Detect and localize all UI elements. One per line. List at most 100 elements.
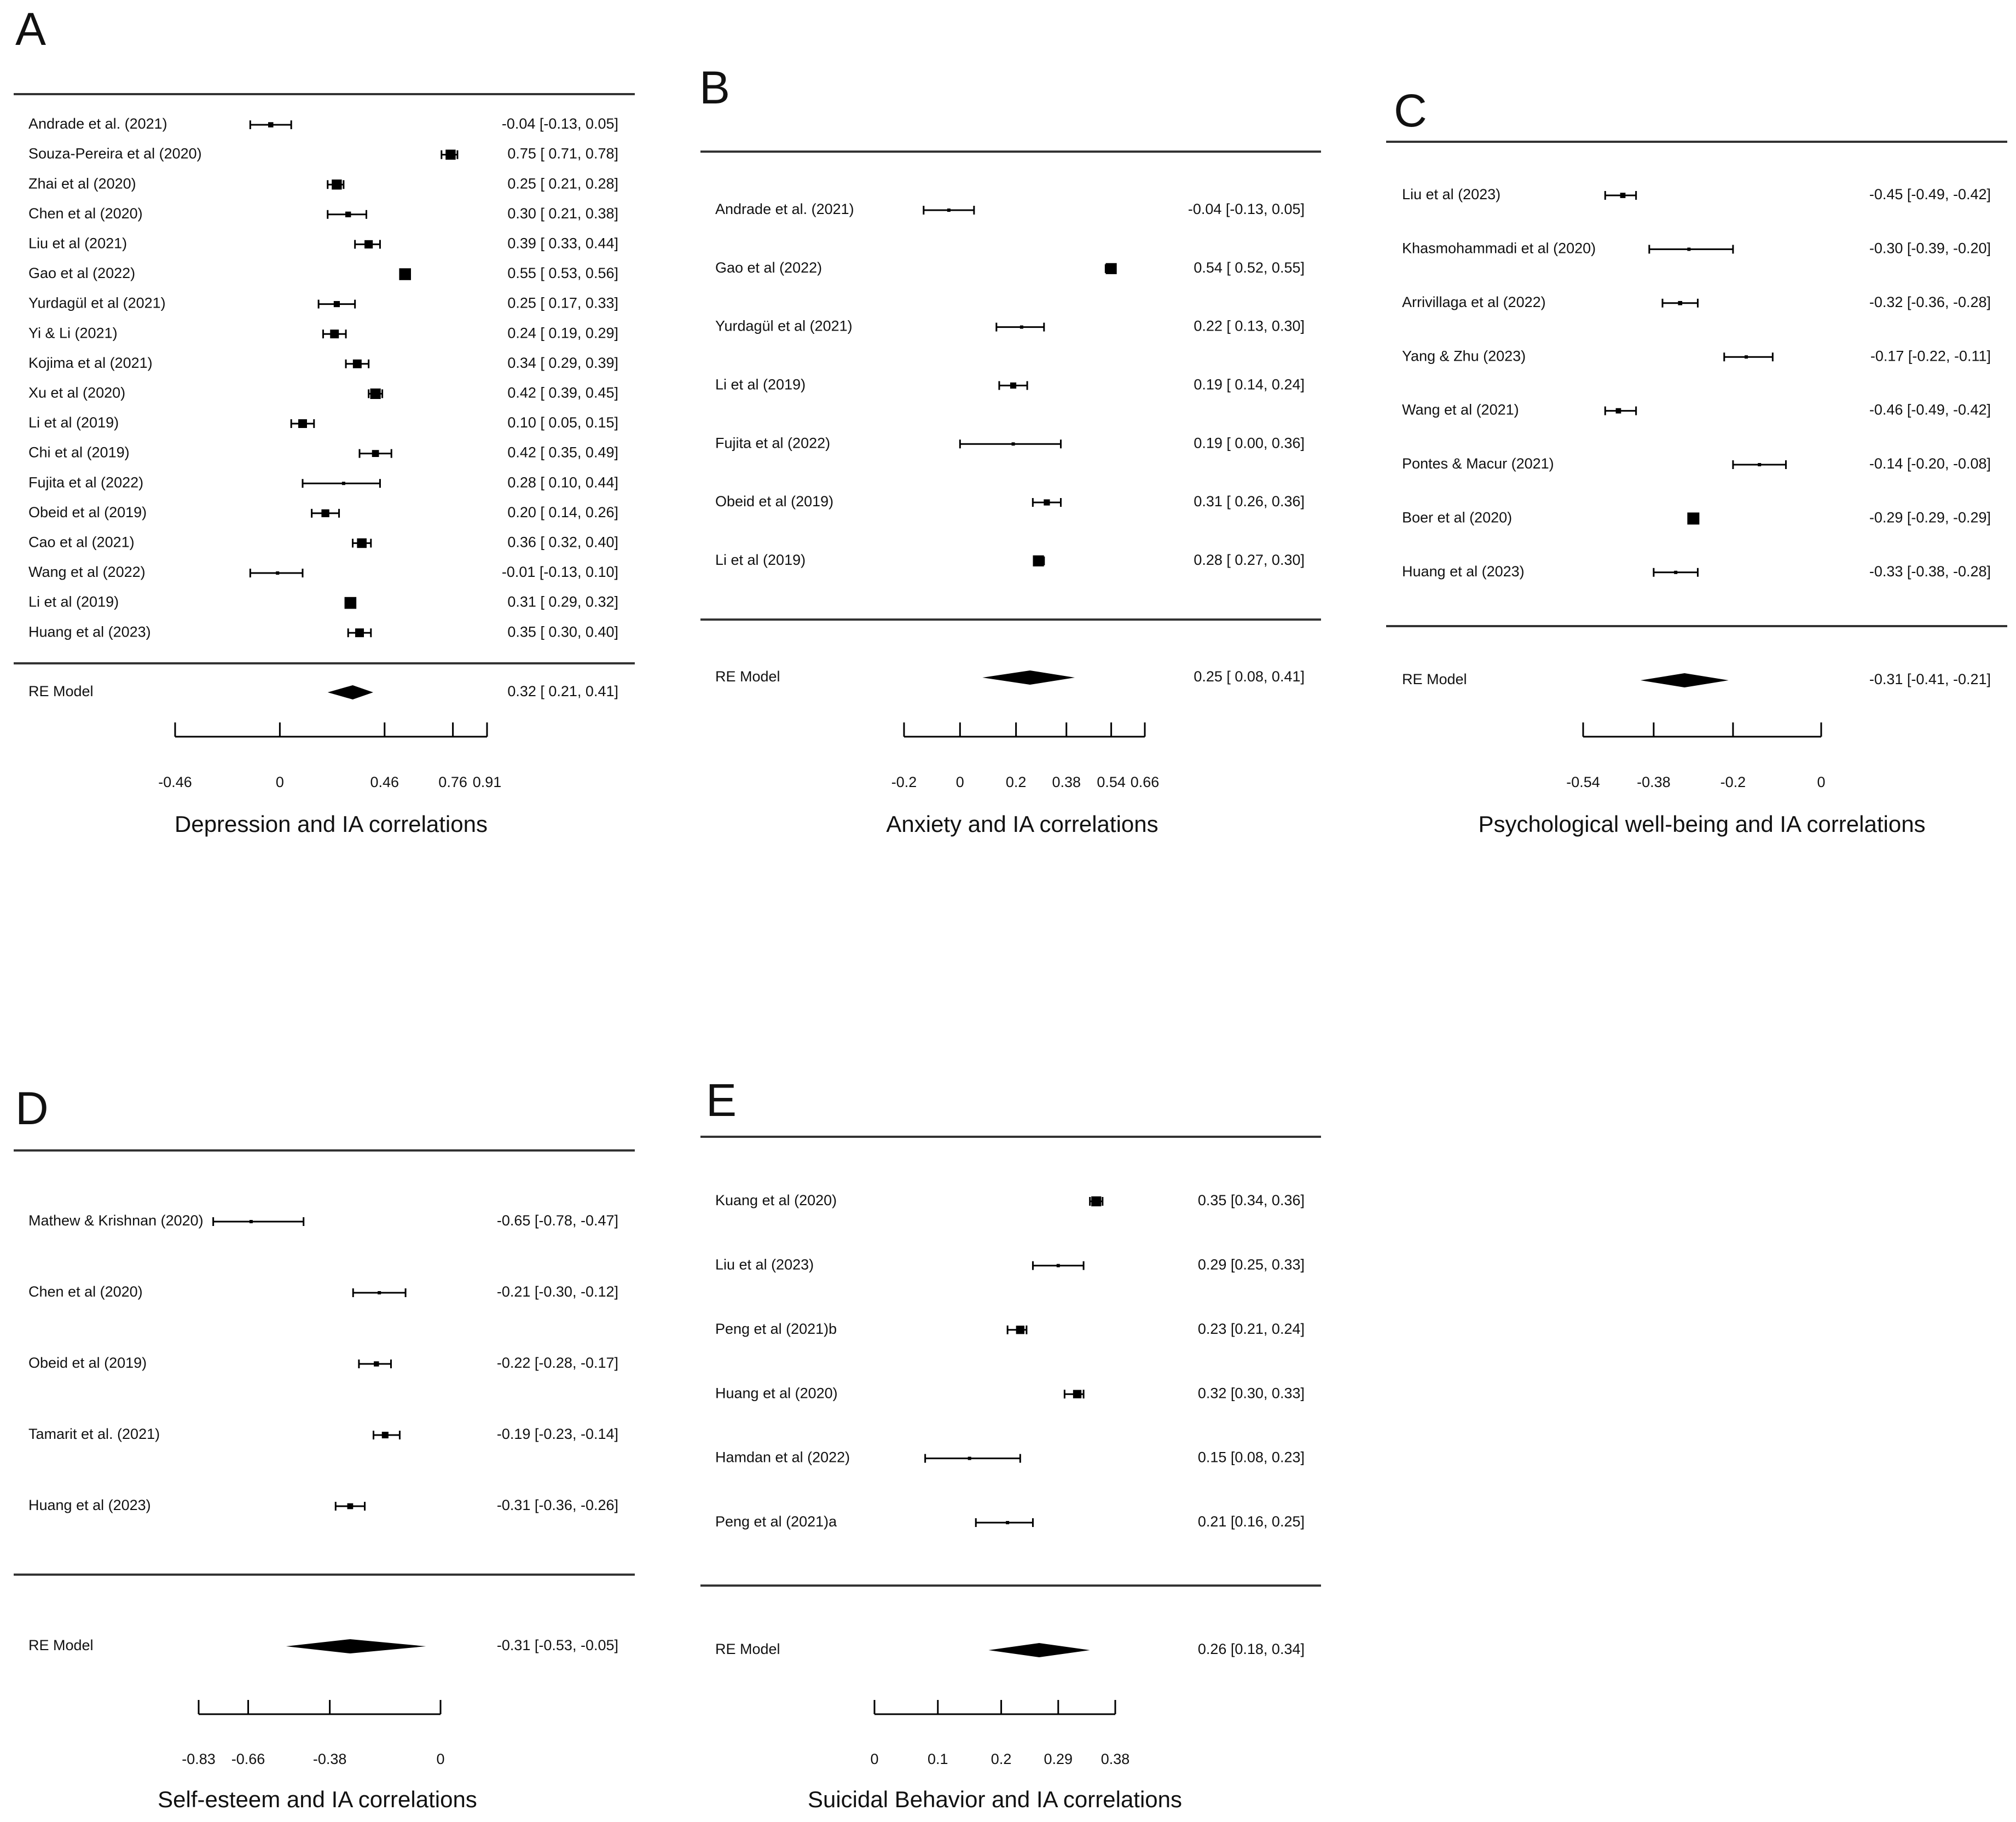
point-estimate (968, 1456, 971, 1460)
point-estimate (1011, 442, 1015, 446)
summary-label: RE Model (1402, 671, 1467, 687)
study-row: Li et al (2019) 0.19 [ 0.14, 0.24] (715, 377, 1305, 393)
study-estimate-ci: 0.55 [ 0.53, 0.56] (507, 265, 618, 281)
x-tick-label: 0.76 (438, 774, 467, 790)
study-estimate-ci: 0.32 [0.30, 0.33] (1198, 1385, 1305, 1401)
study-row: Obeid et al (2019) 0.31 [ 0.26, 0.36] (715, 493, 1305, 510)
summary-label: RE Model (715, 1641, 780, 1657)
study-row: Huang et al (2023) -0.33 [-0.38, -0.28] (1402, 563, 1991, 580)
x-axis: -0.83 -0.66 -0.38 0 (182, 1700, 445, 1767)
panel-label: B (699, 62, 730, 113)
study-label: Wang et al (2021) (1402, 402, 1519, 418)
summary-estimate-ci: 0.25 [ 0.08, 0.41] (1194, 668, 1305, 685)
summary-estimate-ci: 0.32 [ 0.21, 0.41] (507, 683, 618, 699)
x-tick-label: 0.46 (370, 774, 399, 790)
panel-label: A (15, 3, 46, 55)
study-label: Wang et al (2022) (28, 564, 146, 580)
study-row: Chen et al (2020) 0.30 [ 0.21, 0.38] (28, 205, 618, 222)
study-row: Hamdan et al (2022) 0.15 [0.08, 0.23] (715, 1449, 1305, 1466)
study-estimate-ci: -0.31 [-0.36, -0.26] (497, 1497, 618, 1513)
panel-c: C Liu et al (2023) -0.45 [-0.49, -0.42] Kha… (1386, 85, 2007, 837)
study-estimate-ci: 0.28 [ 0.10, 0.44] (507, 474, 618, 490)
study-estimate-ci: -0.17 [-0.22, -0.11] (1870, 348, 1991, 364)
study-estimate-ci: -0.29 [-0.29, -0.29] (1869, 510, 1991, 526)
summary-diamond (988, 1643, 1090, 1657)
study-estimate-ci: -0.01 [-0.13, 0.10] (502, 564, 618, 580)
study-estimate-ci: 0.19 [ 0.00, 0.36] (1194, 435, 1305, 451)
study-estimate-ci: 0.21 [0.16, 0.25] (1198, 1513, 1305, 1530)
study-estimate-ci: 0.35 [ 0.30, 0.40] (507, 623, 618, 640)
study-row: Cao et al (2021) 0.36 [ 0.32, 0.40] (28, 534, 618, 551)
x-tick-label: -0.54 (1566, 774, 1600, 790)
study-label: Zhai et al (2020) (28, 175, 136, 192)
point-estimate (1016, 1326, 1024, 1334)
study-label: Peng et al (2021)a (715, 1513, 837, 1530)
x-axis: -0.54 -0.38 -0.2 0 (1566, 722, 1826, 790)
study-estimate-ci: 0.75 [ 0.71, 0.78] (507, 146, 618, 162)
study-row: Yi & Li (2021) 0.24 [ 0.19, 0.29] (28, 325, 618, 341)
point-estimate (344, 597, 357, 609)
study-row: Boer et al (2020) -0.29 [-0.29, -0.29] (1402, 510, 1991, 526)
study-row: Andrade et al. (2021) -0.04 [-0.13, 0.05] (28, 115, 618, 132)
study-label: Li et al (2019) (28, 594, 119, 610)
study-label: Huang et al (2023) (28, 1497, 151, 1513)
point-estimate (1073, 1390, 1082, 1398)
study-row: Wang et al (2021) -0.46 [-0.49, -0.42] (1402, 402, 1991, 418)
x-axis-title: Suicidal Behavior and IA correlations (808, 1786, 1182, 1812)
x-tick-label: -0.38 (313, 1751, 347, 1767)
point-estimate (355, 628, 364, 638)
study-row: Yurdagül et al (2021) 0.22 [ 0.13, 0.30] (715, 318, 1305, 334)
study-row: Gao et al (2022) 0.54 [ 0.52, 0.55] (715, 259, 1305, 276)
summary-label: RE Model (28, 683, 94, 699)
study-row: Huang et al (2020) 0.32 [0.30, 0.33] (715, 1385, 1305, 1401)
point-estimate (321, 509, 329, 517)
study-label: Chen et al (2020) (28, 1283, 143, 1300)
point-estimate (347, 1503, 354, 1509)
study-estimate-ci: 0.25 [ 0.17, 0.33] (507, 295, 618, 311)
x-axis: -0.2 0 0.2 0.38 0.54 0.66 (891, 722, 1159, 790)
point-estimate (298, 419, 307, 428)
study-row: Arrivillaga et al (2022) -0.32 [-0.36, -0… (1402, 294, 1991, 310)
study-label: Obeid et al (2019) (28, 504, 147, 520)
study-estimate-ci: 0.31 [ 0.29, 0.32] (507, 594, 618, 610)
point-estimate (1006, 1521, 1010, 1524)
study-estimate-ci: -0.65 [-0.78, -0.47] (497, 1212, 618, 1229)
point-estimate (330, 329, 339, 339)
point-estimate (345, 211, 351, 217)
point-estimate (1056, 1264, 1060, 1268)
study-label: Tamarit et al. (2021) (28, 1426, 160, 1442)
point-estimate (341, 482, 345, 485)
study-row: Huang et al (2023) 0.35 [ 0.30, 0.40] (28, 623, 618, 640)
study-estimate-ci: -0.21 [-0.30, -0.12] (497, 1283, 618, 1300)
study-row: Huang et al (2023) -0.31 [-0.36, -0.26] (28, 1497, 618, 1513)
study-label: Pontes & Macur (2021) (1402, 455, 1554, 472)
point-estimate (381, 1431, 389, 1439)
panel-label: E (706, 1074, 737, 1126)
study-row: Kuang et al (2020) 0.35 [0.34, 0.36] (715, 1192, 1305, 1208)
study-label: Liu et al (2021) (28, 235, 127, 252)
study-estimate-ci: -0.22 [-0.28, -0.17] (497, 1355, 618, 1371)
point-estimate (1758, 463, 1762, 466)
panel-d: D Mathew & Krishnan (2020) -0.65 [-0.78, -… (14, 1083, 635, 1812)
study-estimate-ci: 0.35 [0.34, 0.36] (1198, 1192, 1305, 1208)
point-estimate (372, 450, 379, 457)
study-row: Obeid et al (2019) -0.22 [-0.28, -0.17] (28, 1355, 618, 1371)
point-estimate (378, 1291, 381, 1294)
panel-label: D (15, 1083, 49, 1134)
x-tick-label: 0 (436, 1751, 444, 1767)
study-label: Yurdagül et al (2021) (715, 318, 853, 334)
point-estimate (276, 571, 280, 575)
study-row: Wang et al (2022) -0.01 [-0.13, 0.10] (28, 564, 618, 580)
study-label: Huang et al (2023) (1402, 563, 1525, 580)
point-estimate (357, 538, 367, 548)
study-label: Chen et al (2020) (28, 205, 143, 222)
study-label: Peng et al (2021)b (715, 1321, 837, 1337)
point-estimate (947, 209, 951, 212)
x-tick-label: 0.38 (1052, 774, 1081, 790)
study-label: Andrade et al. (2021) (715, 201, 854, 217)
point-estimate (268, 122, 274, 128)
study-row: Fujita et al (2022) 0.28 [ 0.10, 0.44] (28, 474, 618, 490)
x-axis-title: Psychological well-being and IA correlat… (1478, 811, 1925, 837)
x-tick-label: 0.29 (1044, 1751, 1073, 1767)
study-row: Gao et al (2022) 0.55 [ 0.53, 0.56] (28, 265, 618, 281)
